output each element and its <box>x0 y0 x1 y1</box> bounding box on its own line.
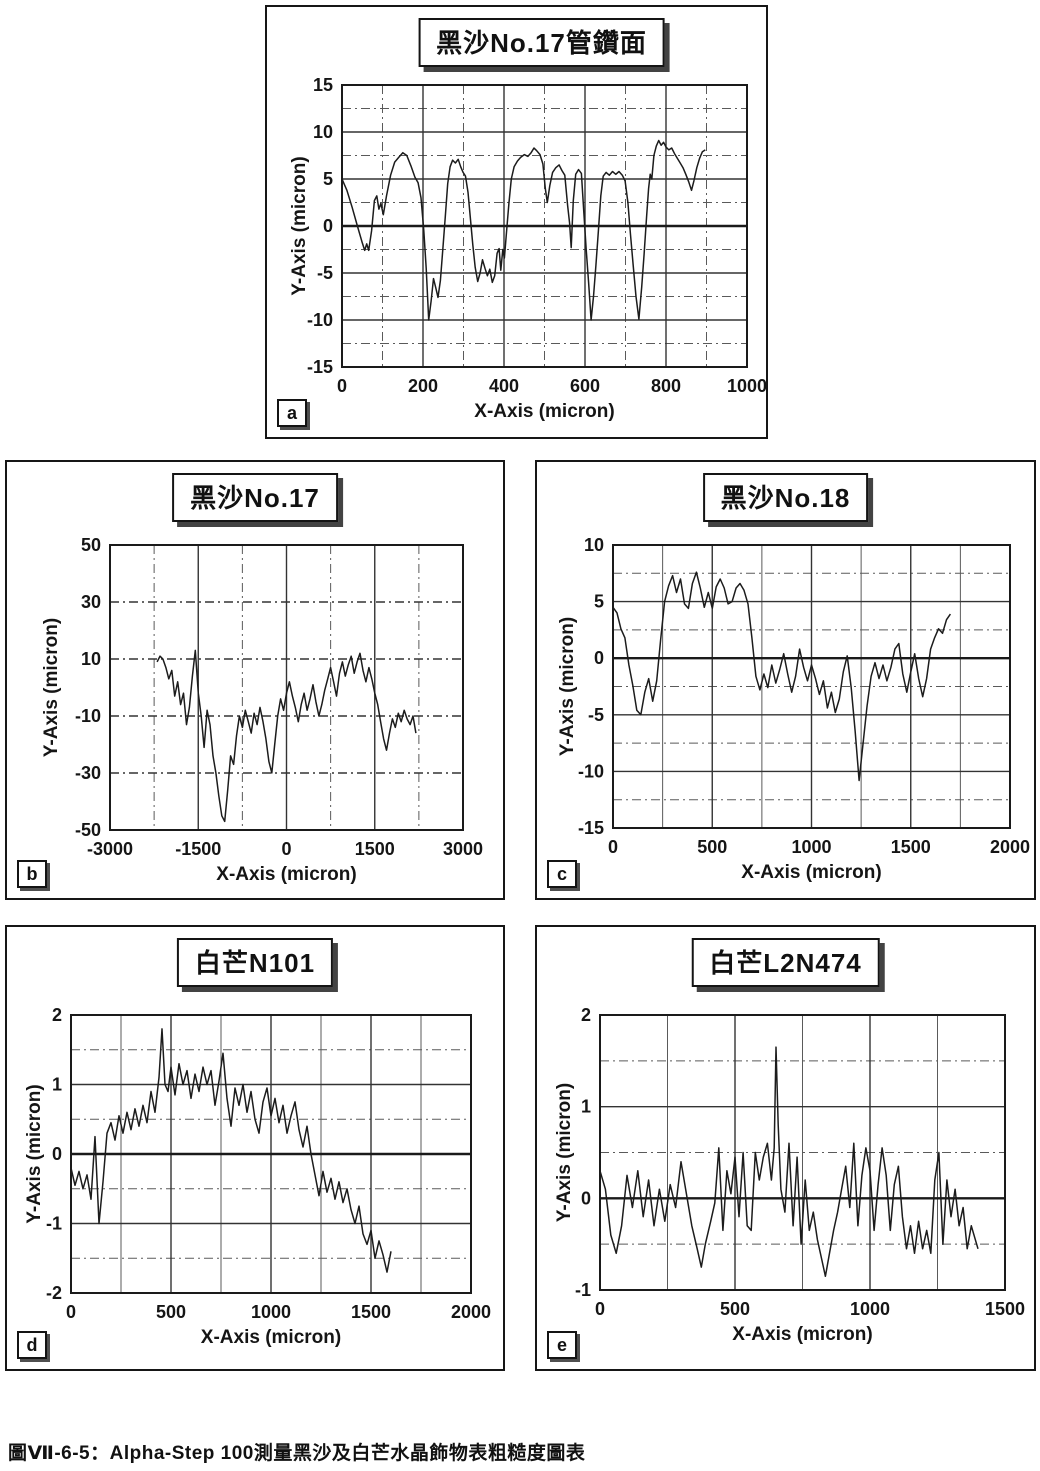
chart-d-plot: 0 500 1000 1500 2000 2 1 0 -1 -2 X-Axis (micron) Y-… <box>24 1005 491 1348</box>
svg-text:1000: 1000 <box>251 1302 291 1322</box>
svg-text:0: 0 <box>337 376 347 396</box>
panel-d-letter: d <box>17 1331 47 1359</box>
svg-text:-10: -10 <box>75 706 101 726</box>
svg-text:1500: 1500 <box>891 837 931 857</box>
svg-text:400: 400 <box>489 376 519 396</box>
svg-text:2: 2 <box>581 1005 591 1025</box>
svg-text:10: 10 <box>584 535 604 555</box>
svg-text:-50: -50 <box>75 820 101 840</box>
svg-text:Y-Axis (micron): Y-Axis (micron) <box>41 618 62 757</box>
chart-d-title-text: 白芒N101 <box>194 948 316 978</box>
panel-a: 黑沙No.17管鑽面 0 200 400 600 800 1000 15 10 5 0 -5 -10 -… <box>265 5 768 439</box>
figure-caption: 圖Ⅶ-6-5：Alpha-Step 100測量黑沙及白芒水晶飾物表粗糙度圖表 <box>8 1443 586 1464</box>
svg-text:-1500: -1500 <box>175 839 221 859</box>
chart-c-title: 黑沙No.18 <box>702 473 869 522</box>
svg-text:Y-Axis (micron): Y-Axis (micron) <box>554 1083 575 1222</box>
svg-text:X-Axis (micron): X-Axis (micron) <box>474 401 614 422</box>
svg-text:500: 500 <box>720 1299 750 1319</box>
chart-e-title: 白芒L2N474 <box>691 938 880 987</box>
svg-text:-30: -30 <box>75 763 101 783</box>
svg-text:1000: 1000 <box>791 837 831 857</box>
svg-text:0: 0 <box>581 1188 591 1208</box>
svg-text:0: 0 <box>66 1302 76 1322</box>
svg-text:Y-Axis (micron): Y-Axis (micron) <box>24 1084 45 1223</box>
panel-b: 黑沙No.17 -3000 -1500 0 1500 3000 50 30 10 -10 -30-… <box>5 460 505 900</box>
svg-text:0: 0 <box>608 837 618 857</box>
svg-text:-1: -1 <box>575 1280 591 1300</box>
svg-text:3000: 3000 <box>443 839 483 859</box>
svg-text:Y-Axis (micron): Y-Axis (micron) <box>289 156 310 295</box>
chart-d-title: 白芒N101 <box>176 938 334 987</box>
panel-b-letter: b <box>17 860 47 888</box>
panel-a-letter: a <box>277 399 307 427</box>
svg-text:0: 0 <box>594 648 604 668</box>
svg-text:Y-Axis (micron): Y-Axis (micron) <box>557 617 578 756</box>
svg-text:10: 10 <box>81 649 101 669</box>
chart-e-title-text: 白芒L2N474 <box>709 948 862 978</box>
panel-e-letter: e <box>547 1331 577 1359</box>
svg-text:30: 30 <box>81 592 101 612</box>
svg-text:1000: 1000 <box>727 376 766 396</box>
panel-c-letter: c <box>547 860 577 888</box>
svg-text:2000: 2000 <box>451 1302 491 1322</box>
svg-text:1000: 1000 <box>850 1299 890 1319</box>
chart-c-title-text: 黑沙No.18 <box>720 483 851 513</box>
svg-text:50: 50 <box>81 535 101 555</box>
svg-text:X-Axis (micron): X-Axis (micron) <box>741 862 881 883</box>
svg-text:-3000: -3000 <box>87 839 133 859</box>
svg-text:-2: -2 <box>46 1283 62 1303</box>
panel-e: 白芒L2N474 0 500 1000 1500 2 1 0 -1 X-Axis (micron… <box>535 925 1036 1371</box>
svg-text:1: 1 <box>581 1097 591 1117</box>
svg-text:-15: -15 <box>578 818 604 838</box>
svg-text:-15: -15 <box>307 357 333 377</box>
chart-b-plot: -3000 -1500 0 1500 3000 50 30 10 -10 -30 -50 X-Axis… <box>41 535 483 885</box>
chart-b-title-text: 黑沙No.17 <box>190 483 320 513</box>
svg-text:0: 0 <box>595 1299 605 1319</box>
chart-c-plot: 0 500 1000 1500 2000 10 5 0 -5 -10 -15 X-Axis (micr… <box>557 535 1030 883</box>
svg-text:600: 600 <box>570 376 600 396</box>
chart-a-plot: 0 200 400 600 800 1000 15 10 5 0 -5 -10 -15 X-Axis (m… <box>289 75 766 422</box>
svg-text:1500: 1500 <box>351 1302 391 1322</box>
svg-text:-1: -1 <box>46 1214 62 1234</box>
chart-a-title-text: 黑沙No.17管鑽面 <box>436 28 647 58</box>
svg-text:1500: 1500 <box>355 839 395 859</box>
svg-text:2: 2 <box>52 1005 62 1025</box>
svg-text:-5: -5 <box>588 705 604 725</box>
svg-text:0: 0 <box>323 216 333 236</box>
svg-text:10: 10 <box>313 122 333 142</box>
svg-text:2000: 2000 <box>990 837 1030 857</box>
svg-text:800: 800 <box>651 376 681 396</box>
svg-text:1500: 1500 <box>985 1299 1025 1319</box>
svg-text:X-Axis (micron): X-Axis (micron) <box>732 1324 872 1345</box>
svg-text:-5: -5 <box>317 263 333 283</box>
chart-b-title: 黑沙No.17 <box>172 473 338 522</box>
svg-text:5: 5 <box>594 592 604 612</box>
svg-text:15: 15 <box>313 75 333 95</box>
svg-text:500: 500 <box>156 1302 186 1322</box>
svg-text:X-Axis (micron): X-Axis (micron) <box>201 1327 341 1348</box>
svg-text:-10: -10 <box>307 310 333 330</box>
svg-text:0: 0 <box>281 839 291 859</box>
svg-text:0: 0 <box>52 1144 62 1164</box>
panel-c: 黑沙No.18 0 500 1000 1500 2000 10 5 0 -5 -10 -15 X-Ax… <box>535 460 1036 900</box>
svg-text:5: 5 <box>323 169 333 189</box>
svg-text:1: 1 <box>52 1075 62 1095</box>
svg-text:X-Axis (micron): X-Axis (micron) <box>216 864 356 885</box>
svg-text:200: 200 <box>408 376 438 396</box>
panel-d: 白芒N101 0 500 1000 1500 2000 2 1 0 -1 -2 X-Axis (mi… <box>5 925 505 1371</box>
svg-text:-10: -10 <box>578 761 604 781</box>
chart-a-title: 黑沙No.17管鑽面 <box>418 18 665 67</box>
svg-text:500: 500 <box>697 837 727 857</box>
